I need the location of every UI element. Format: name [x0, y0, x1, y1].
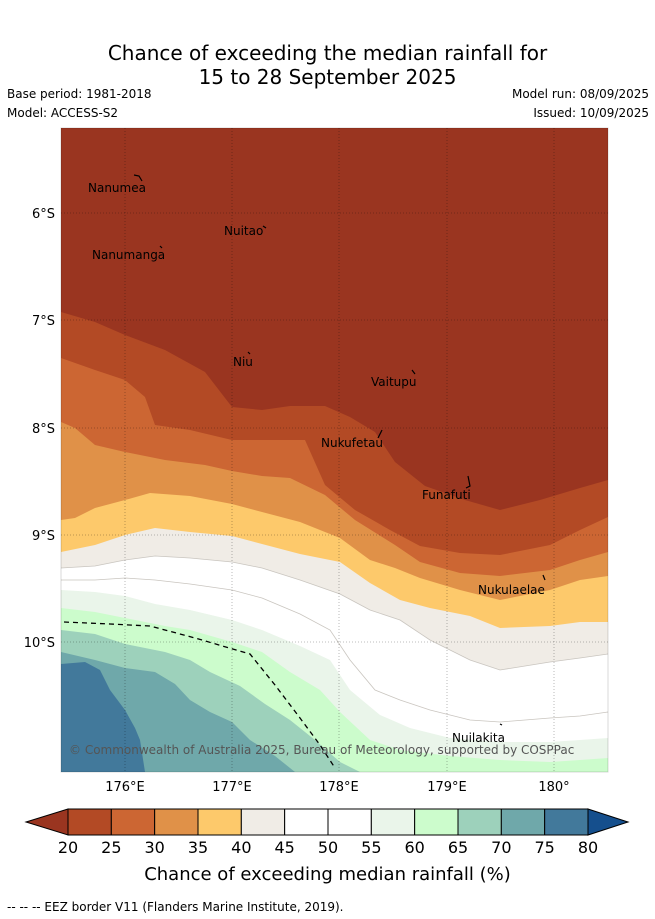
island-label-nuilakita: Nuilakita: [452, 731, 505, 745]
colorbar-tick-label: 75: [534, 838, 555, 857]
lon-label: 177°E: [212, 780, 252, 795]
probability-bands: [61, 128, 608, 772]
issued-date: Issued: 10/09/2025: [533, 106, 649, 120]
colorbar-segment: [500, 808, 546, 836]
map-frame: [60, 127, 609, 773]
eez-border: [63, 621, 336, 769]
colorbar-segment: [327, 808, 372, 836]
colorbar-segment: [67, 808, 112, 836]
lat-label: 10°S: [24, 636, 55, 651]
contour-lines: [61, 555, 608, 723]
lon-label: 179°E: [427, 780, 467, 795]
island-label-nuitao: Nuitao: [224, 224, 263, 238]
colorbar-segment: [544, 808, 589, 836]
island-label-nanumanga: Nanumanga: [92, 248, 165, 262]
colorbar-tick-label: 20: [57, 838, 79, 857]
lat-label: 9°S: [32, 529, 55, 544]
island-labels: Nanumea Nuitao Nanumanga Niu Vaitupu Nuk…: [88, 181, 545, 745]
colorbar-tick-label: 70: [491, 838, 512, 857]
colorbar-segment: [154, 808, 199, 836]
colorbar-arrow-high: [587, 808, 630, 836]
colorbar-segment: [457, 808, 502, 836]
colorbar-arrow-low: [24, 808, 69, 836]
lat-label: 6°S: [32, 207, 55, 222]
colorbar-tick-label: 35: [187, 838, 209, 857]
latitude-labels: 6°S 7°S 8°S 9°S 10°S: [24, 207, 55, 651]
colorbar-tick-label: 50: [317, 838, 339, 857]
island-label-nanumea: Nanumea: [88, 181, 146, 195]
colorbar: [24, 808, 630, 836]
map-title-line-2: 15 to 28 September 2025: [198, 65, 457, 89]
colorbar-tick-label: 45: [274, 838, 295, 857]
lon-label: 180°: [538, 780, 569, 795]
colorbar-segment: [414, 808, 459, 836]
base-period: Base period: 1981-2018: [7, 87, 152, 101]
map-title-line-1: Chance of exceeding the median rainfall …: [107, 41, 548, 65]
colorbar-tick-label: 40: [231, 838, 252, 857]
colorbar-tick-label: 60: [404, 838, 425, 857]
colorbar-tick-label: 30: [144, 838, 165, 857]
lat-label: 8°S: [32, 422, 55, 437]
colorbar-segment: [284, 808, 329, 836]
colorbar-segment: [110, 808, 156, 836]
gridlines: [61, 128, 608, 772]
colorbar-tick-label: 55: [361, 838, 382, 857]
lat-label: 7°S: [32, 314, 55, 329]
island-shapes: [133, 174, 546, 726]
longitude-labels: 176°E 177°E 178°E 179°E 180°: [105, 780, 569, 795]
colorbar-segment: [370, 808, 416, 836]
lon-label: 176°E: [105, 780, 145, 795]
island-label-vaitupu: Vaitupu: [371, 375, 417, 389]
colorbar-tick-label: 65: [447, 838, 469, 857]
colorbar-tick-label: 25: [101, 838, 122, 857]
island-label-niu: Niu: [233, 355, 253, 369]
island-label-nukufetau: Nukufetau: [321, 436, 383, 450]
lon-label: 178°E: [319, 780, 359, 795]
colorbar-tick-label: 80: [577, 838, 599, 857]
island-label-nukulaelae: Nukulaelae: [478, 583, 545, 597]
band-80-plus: [61, 662, 145, 772]
model-run: Model run: 08/09/2025: [511, 87, 649, 101]
island-label-funafuti: Funafuti: [422, 488, 471, 502]
model-name: Model: ACCESS-S2: [7, 106, 119, 120]
colorbar-segment: [197, 808, 242, 836]
colorbar-title: Chance of exceeding median rainfall (%): [144, 864, 511, 885]
eez-legend-note: -- -- -- EEZ border V11 (Flanders Marine…: [7, 900, 344, 914]
colorbar-segment: [240, 808, 286, 836]
copyright-notice: © Commonwealth of Australia 2025, Bureau…: [69, 743, 574, 757]
